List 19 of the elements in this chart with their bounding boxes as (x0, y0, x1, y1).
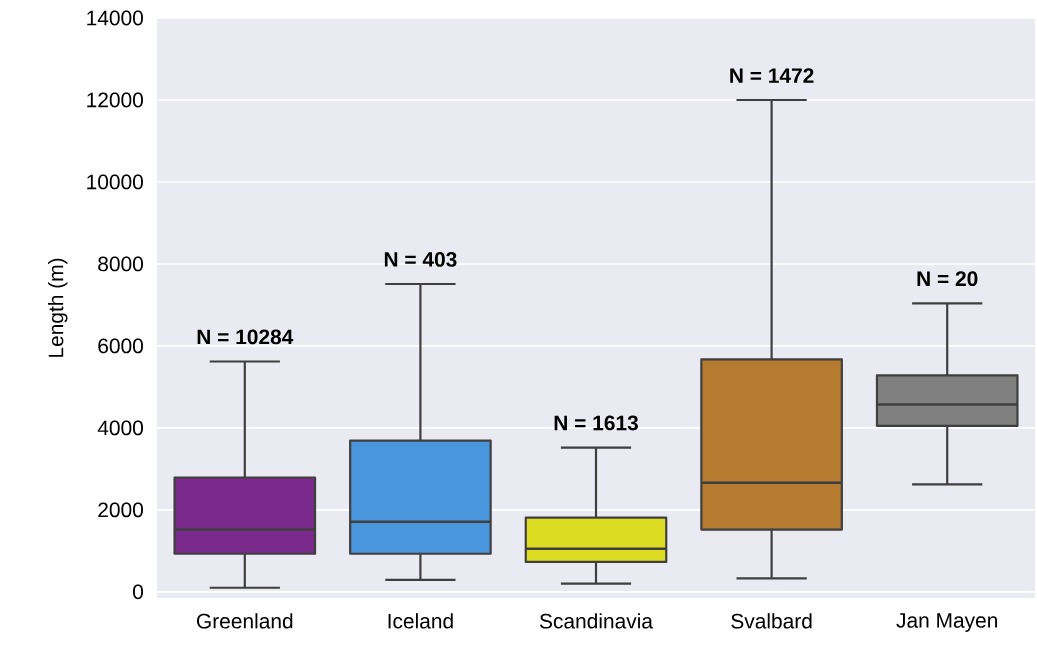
y-tick-label: 10000 (87, 174, 143, 190)
annotation: N = 1472 (730, 68, 814, 83)
y-tick-label: 8000 (98, 256, 143, 272)
x-tick-label: Iceland (388, 613, 453, 629)
y-tick-label: 2000 (98, 502, 143, 518)
x-tick-label: Svalbard (731, 613, 812, 629)
y-axis-title: Length (m) (48, 258, 68, 357)
x-tick-label: Jan Mayen (896, 613, 997, 632)
annotation: N = 10284 (197, 329, 294, 345)
annotation: N = 403 (384, 252, 457, 267)
x-tick-label: Greenland (197, 613, 293, 629)
y-tick-label: 6000 (98, 338, 143, 354)
annotation: N = 1613 (554, 415, 638, 431)
annotation: N = 20 (917, 271, 978, 287)
y-tick-label: 0 (133, 584, 143, 600)
y-tick-label: 12000 (87, 92, 143, 108)
y-tick-label: 14000 (87, 10, 143, 26)
x-tick-label: Scandinavia (539, 613, 653, 629)
y-tick-label: 4000 (97, 420, 143, 436)
